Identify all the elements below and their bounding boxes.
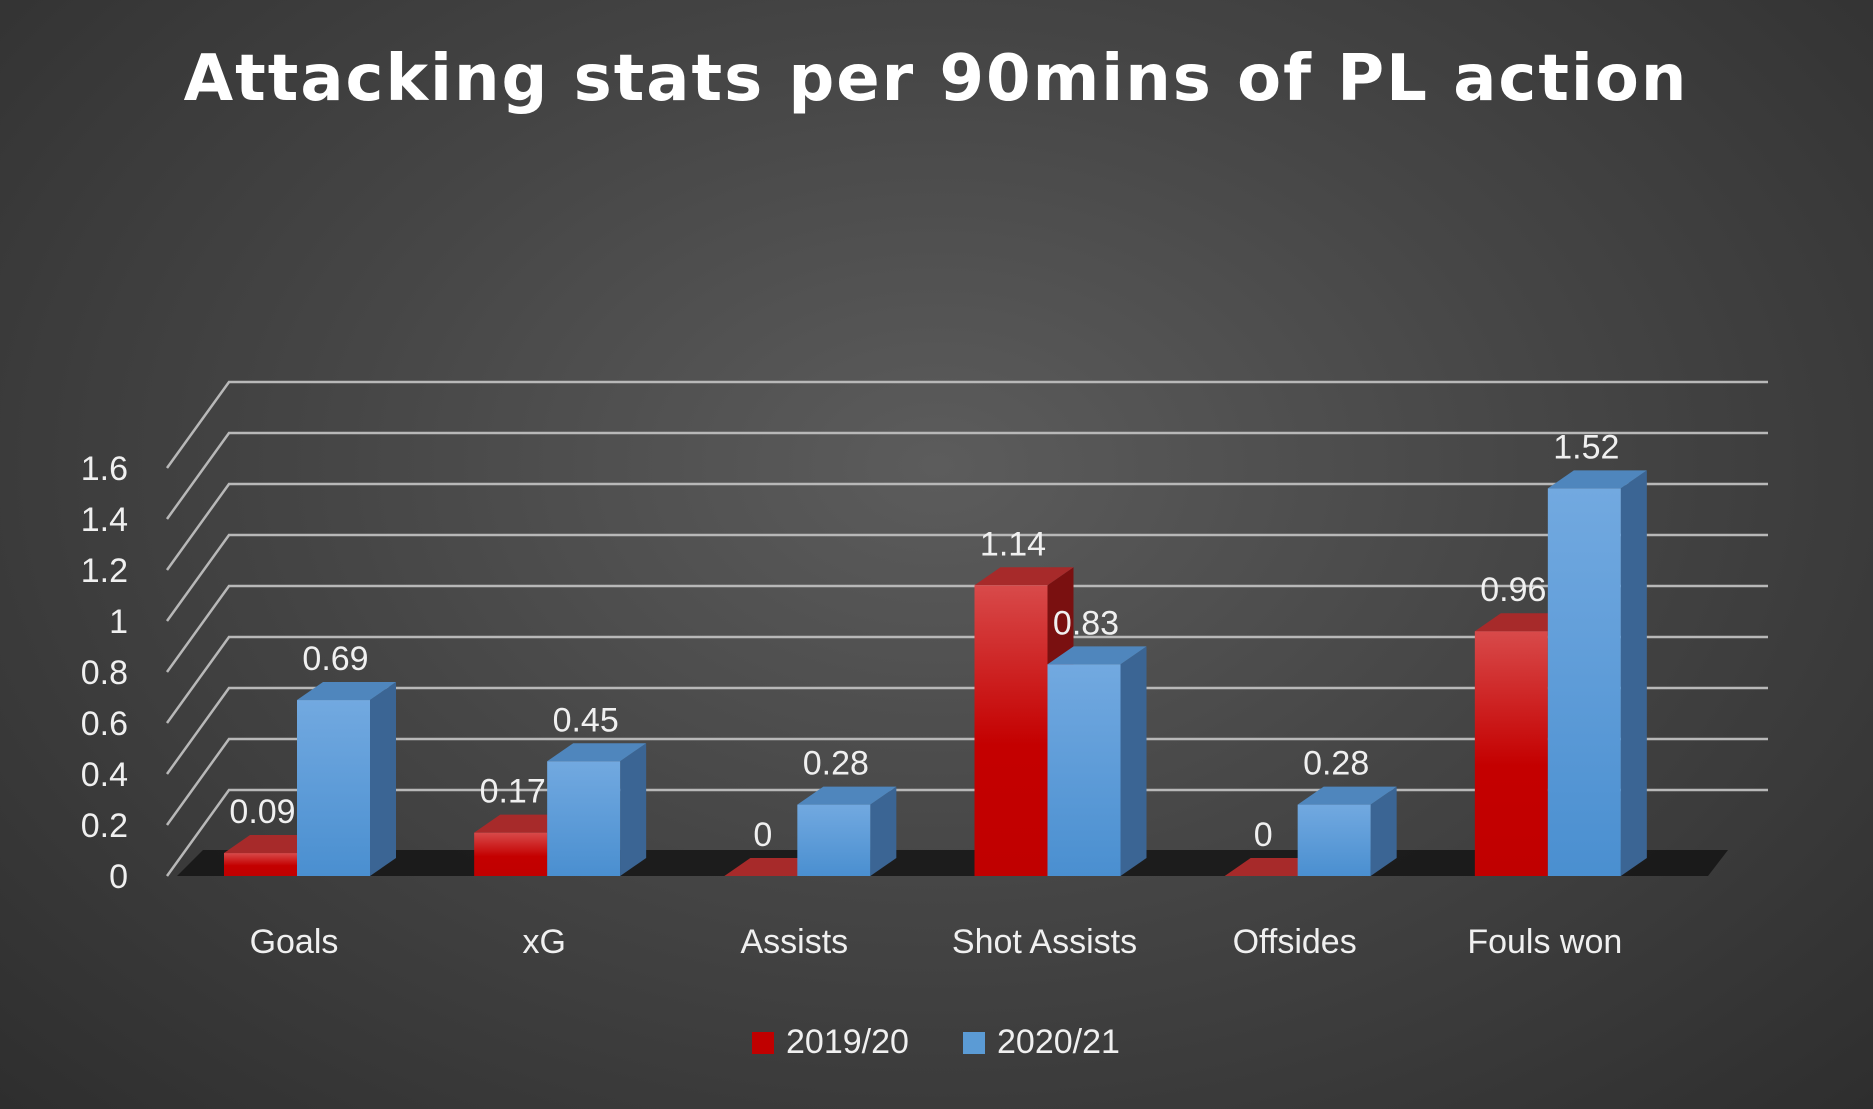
bar-2020-21-assists xyxy=(797,786,897,876)
bar-side xyxy=(1620,470,1647,876)
data-label: 0.28 xyxy=(1303,745,1369,783)
bar-front xyxy=(1047,664,1121,876)
x-category-label: xG xyxy=(522,923,565,961)
data-label: 0.09 xyxy=(229,793,295,831)
chart-title: Attacking stats per 90mins of PL action xyxy=(184,42,1689,116)
gridlines xyxy=(165,380,1768,877)
data-labels: 0.09 0.69 0.170.45 0 0.28 1.14 0.83 0 0.28 0.96 1.… xyxy=(229,428,1619,854)
gridline xyxy=(165,431,1768,520)
bar-side xyxy=(620,743,647,876)
data-label: 0.17 xyxy=(480,773,546,811)
data-label: 0.96 xyxy=(1480,571,1546,609)
gridline xyxy=(165,380,1768,469)
bar-front xyxy=(797,804,871,876)
bar-side xyxy=(1120,646,1147,876)
y-tick-label: 1 xyxy=(109,603,128,641)
y-tick-label: 1.6 xyxy=(81,450,128,488)
y-tick-label: 0.4 xyxy=(81,756,128,794)
bar-top xyxy=(547,743,647,762)
gridline xyxy=(165,686,1768,775)
bar-front xyxy=(297,700,370,876)
x-category-label: Assists xyxy=(740,923,848,961)
legend-label-1: 2020/21 xyxy=(997,1023,1120,1061)
x-axis-categories: Goals xG Assists Shot Assists Offsides Fouls … xyxy=(250,923,1623,961)
bar-2020-21-goals xyxy=(297,682,396,876)
legend-label-0: 2019/20 xyxy=(786,1023,909,1061)
bar-top xyxy=(974,567,1074,586)
legend: 2019/20 2020/21 xyxy=(752,1023,1120,1061)
legend-swatch-1 xyxy=(963,1032,985,1054)
y-tick-label: 1.2 xyxy=(81,552,128,590)
bar-front xyxy=(1297,804,1371,876)
bar-top xyxy=(1547,470,1647,489)
bar-2020-21-shot-assists xyxy=(1047,646,1147,876)
data-label: 0 xyxy=(753,816,772,854)
bar-front xyxy=(547,761,621,876)
data-label: 0.28 xyxy=(803,745,869,783)
bar-2020-21-xg xyxy=(547,743,647,876)
bar-front xyxy=(474,832,548,876)
gridline xyxy=(165,533,1768,622)
bar-front xyxy=(1547,488,1621,876)
bar-front xyxy=(974,585,1048,876)
x-category-label: Fouls won xyxy=(1467,923,1622,961)
data-label: 1.14 xyxy=(980,525,1046,563)
bar-top xyxy=(797,786,897,805)
y-axis-ticks: 0 0.2 0.4 0.6 0.8 1 1.2 1.4 1.6 xyxy=(81,450,128,896)
bar-side xyxy=(870,786,897,876)
bar-side xyxy=(370,682,396,876)
bar-side xyxy=(1370,786,1397,876)
bar-front xyxy=(224,853,297,876)
y-tick-label: 0.6 xyxy=(81,705,128,743)
x-category-label: Shot Assists xyxy=(952,923,1137,961)
bar-front xyxy=(1474,631,1548,876)
legend-swatch-0 xyxy=(752,1032,774,1054)
bars xyxy=(224,470,1647,876)
y-tick-label: 0.8 xyxy=(81,654,128,692)
bar-top xyxy=(1047,646,1147,665)
data-label: 1.52 xyxy=(1553,428,1619,466)
x-category-label: Goals xyxy=(250,923,339,961)
data-label: 0 xyxy=(1254,816,1273,854)
y-tick-label: 0.2 xyxy=(81,807,128,845)
y-tick-label: 1.4 xyxy=(81,501,128,539)
bar-2020-21-offsides xyxy=(1297,786,1397,876)
bar-top xyxy=(1297,786,1397,805)
data-label: 0.83 xyxy=(1053,604,1119,642)
y-tick-label: 0 xyxy=(109,858,128,896)
gridline xyxy=(165,482,1768,571)
gridline xyxy=(165,584,1768,673)
bar-top xyxy=(297,682,396,701)
data-label: 0.45 xyxy=(553,701,619,739)
gridline xyxy=(165,788,1768,877)
bar-2020-21-fouls-won xyxy=(1547,470,1647,876)
x-category-label: Offsides xyxy=(1233,923,1357,961)
gridline xyxy=(165,737,1768,826)
gridline xyxy=(165,635,1768,724)
data-label: 0.69 xyxy=(302,640,368,678)
